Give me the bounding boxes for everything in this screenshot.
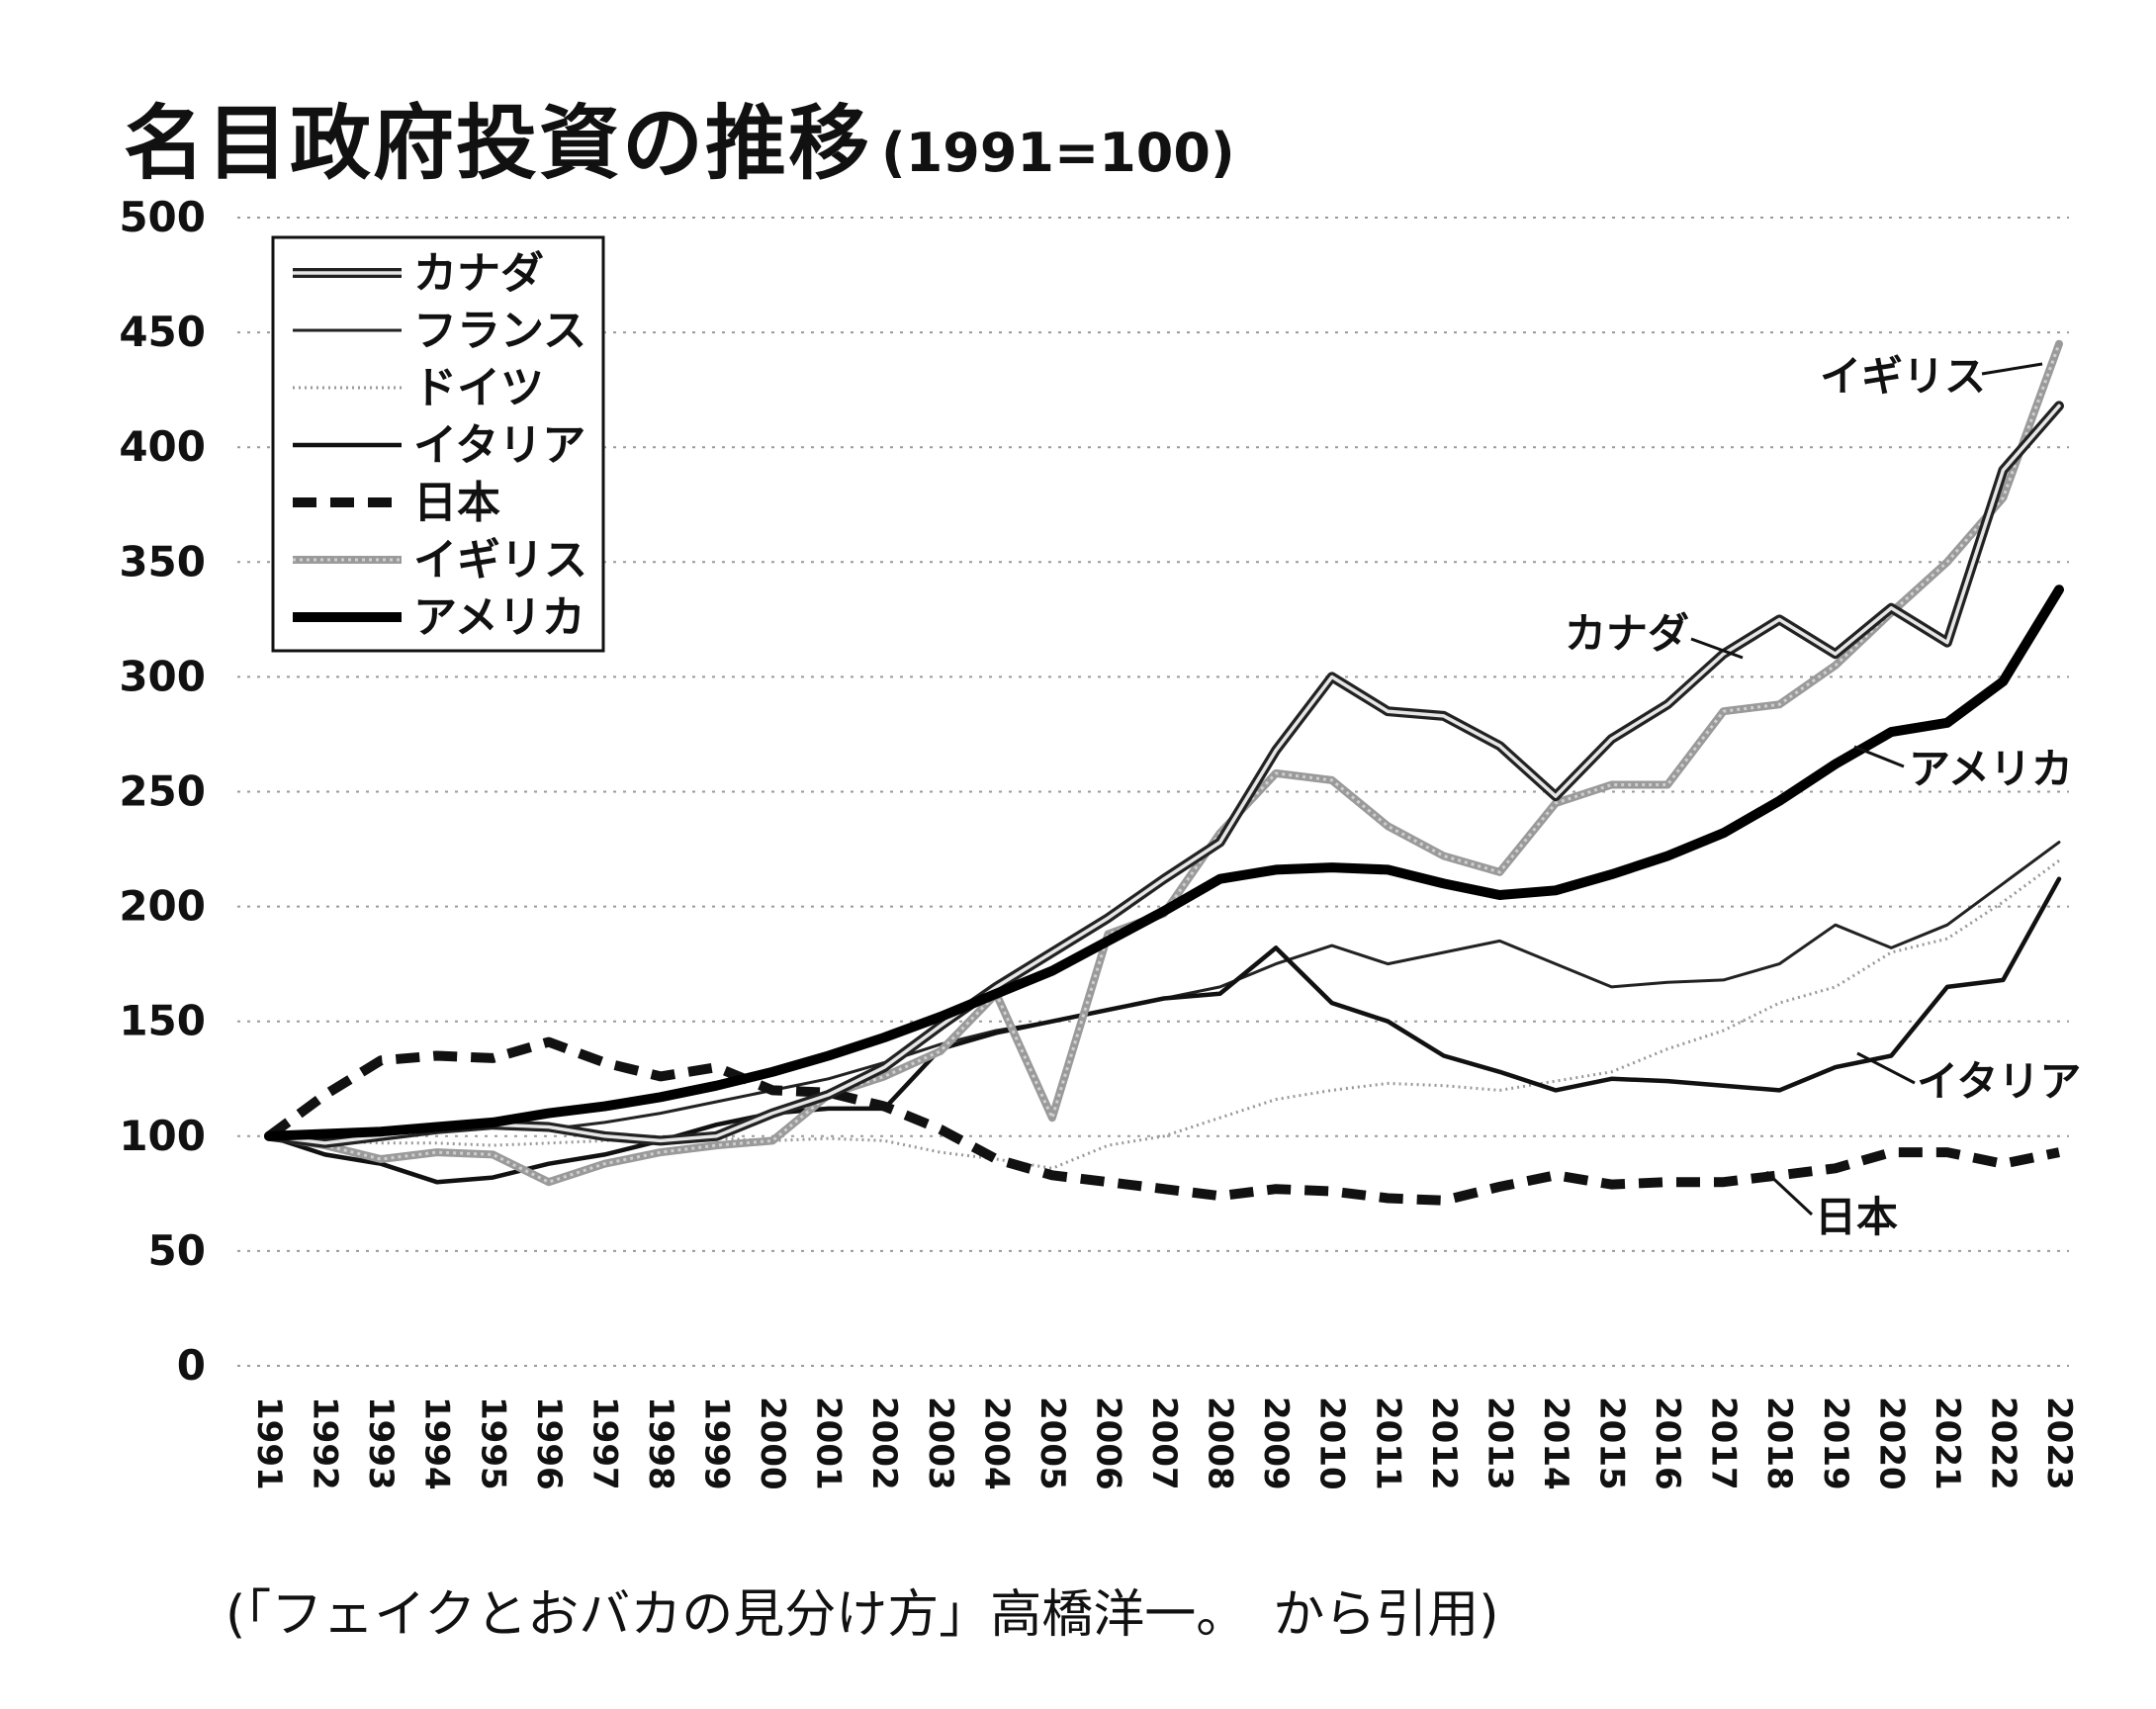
annotation-leader bbox=[1690, 637, 1744, 660]
y-tick-label: 200 bbox=[119, 882, 206, 931]
x-tick-label: 2019 bbox=[1816, 1396, 1855, 1490]
x-tick-label: 2014 bbox=[1536, 1396, 1575, 1490]
x-tick-label: 2021 bbox=[1928, 1396, 1967, 1490]
legend-label: イタリア bbox=[413, 420, 585, 471]
annotation-leader bbox=[1856, 1051, 1916, 1085]
y-tick-label: 450 bbox=[119, 308, 206, 356]
x-tick-label: 2005 bbox=[1033, 1396, 1072, 1490]
x-tick-label: 1997 bbox=[584, 1396, 624, 1490]
x-tick-label: 2002 bbox=[864, 1396, 904, 1490]
x-tick-label: 2018 bbox=[1759, 1396, 1799, 1490]
x-tick-label: 2016 bbox=[1648, 1396, 1687, 1490]
annotation-leader bbox=[1764, 1170, 1814, 1216]
x-tick-label: 2020 bbox=[1871, 1396, 1911, 1490]
legend-label: カナダ bbox=[413, 248, 544, 299]
x-tick-label: 1995 bbox=[473, 1396, 512, 1490]
y-tick-label: 100 bbox=[119, 1112, 206, 1160]
x-tick-label: 1992 bbox=[306, 1396, 345, 1490]
x-tick-label: 2001 bbox=[809, 1396, 849, 1490]
legend-label: 日本 bbox=[413, 478, 500, 528]
legend-label: フランス bbox=[413, 306, 586, 356]
series-line-日本 bbox=[266, 1036, 2061, 1206]
series-line-ドイツ bbox=[268, 858, 2060, 1170]
series-line-イタリア bbox=[266, 876, 2062, 1185]
x-axis: 1991 1992 1993 1994 1995 1996 1997 1998 1999 2000… bbox=[249, 1396, 2079, 1490]
x-tick-label: 2011 bbox=[1368, 1396, 1407, 1490]
annotation-label: イギリス bbox=[1820, 352, 1986, 401]
annotation-leader bbox=[1853, 745, 1905, 768]
x-tick-label: 2009 bbox=[1256, 1396, 1296, 1490]
y-tick-label: 350 bbox=[119, 537, 206, 585]
x-tick-label: 2010 bbox=[1312, 1396, 1352, 1490]
x-tick-label: 2017 bbox=[1704, 1396, 1744, 1490]
x-tick-label: 2013 bbox=[1480, 1396, 1519, 1490]
x-tick-label: 1993 bbox=[361, 1396, 401, 1490]
x-tick-label: 2023 bbox=[2039, 1396, 2079, 1490]
x-tick-label: 1996 bbox=[529, 1396, 569, 1490]
chart-title-note: (1991=100) bbox=[881, 122, 1235, 184]
legend-box bbox=[271, 235, 605, 653]
legend-label: ドイツ bbox=[413, 363, 544, 413]
annotation-label: 日本 bbox=[1815, 1193, 1898, 1241]
series-line-inner bbox=[267, 404, 2061, 1145]
y-tick-label: 50 bbox=[148, 1226, 206, 1275]
y-tick-label: 150 bbox=[119, 997, 206, 1045]
series-line-フランス bbox=[267, 841, 2061, 1138]
annotation-label: アメリカ bbox=[1909, 745, 2073, 793]
x-tick-label: 1998 bbox=[641, 1396, 680, 1490]
legend-label: アメリカ bbox=[413, 592, 585, 643]
y-tick-label: 300 bbox=[119, 652, 206, 700]
x-tick-label: 2000 bbox=[753, 1396, 792, 1490]
x-tick-label: 2006 bbox=[1088, 1396, 1127, 1490]
series-line-アメリカ bbox=[264, 585, 2064, 1141]
y-tick-label: 400 bbox=[119, 422, 206, 471]
x-tick-label: 2022 bbox=[1983, 1396, 2022, 1490]
annotation-leader bbox=[1981, 362, 2043, 376]
x-tick-label: 2015 bbox=[1592, 1396, 1632, 1490]
annotation-label: カナダ bbox=[1565, 609, 1689, 658]
x-tick-label: 2012 bbox=[1424, 1396, 1464, 1490]
series-lines bbox=[264, 339, 2064, 1206]
legend-label: イギリス bbox=[413, 535, 587, 585]
chart-title: 名目政府投資の推移 (1991=100) bbox=[124, 77, 1235, 195]
x-tick-label: 1994 bbox=[417, 1396, 457, 1490]
x-tick-label: 2004 bbox=[976, 1396, 1016, 1490]
chart-title-main: 名目政府投資の推移 bbox=[124, 97, 872, 191]
x-tick-label: 2003 bbox=[921, 1396, 960, 1490]
x-tick-label: 2007 bbox=[1144, 1396, 1184, 1490]
annotation-label: イタリア bbox=[1917, 1057, 2081, 1106]
source-caption: (「フェイクとおバカの見分け方」高橋洋一。 から引用) bbox=[225, 1585, 1499, 1645]
y-tick-label: 250 bbox=[119, 767, 206, 816]
x-tick-label: 2008 bbox=[1201, 1396, 1240, 1490]
x-tick-label: 1991 bbox=[249, 1396, 289, 1490]
y-axis: 0 50 100 150 200 250 300 350 400 450 500 bbox=[119, 193, 206, 1390]
x-tick-label: 1999 bbox=[697, 1396, 737, 1490]
y-tick-label: 0 bbox=[177, 1341, 206, 1390]
y-tick-label: 500 bbox=[119, 193, 206, 241]
